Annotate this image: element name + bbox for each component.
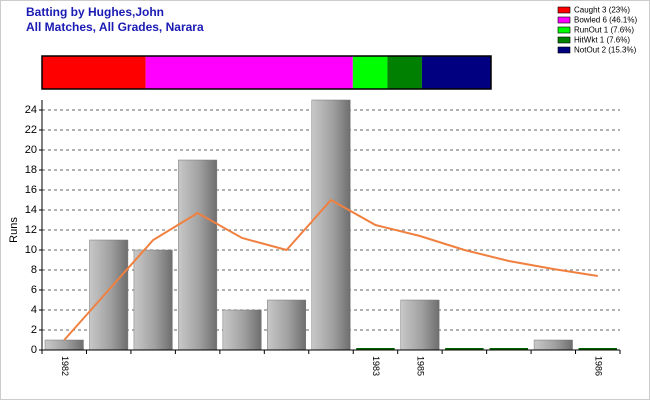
y-tick-label: 0 [31,344,37,356]
legend-label: RunOut 1 (7.6%) [574,26,634,35]
bar [44,339,84,351]
bar [222,309,262,351]
x-tick-label: 1986 [593,356,603,376]
chart-title: Batting by Hughes,John [26,5,164,19]
stack-segment [42,56,146,89]
legend-label: HitWkt 1 (7.6%) [574,36,630,45]
stack-segment [145,56,353,89]
x-tick-label: 1982 [60,356,70,376]
legend-swatch [557,46,571,54]
legend-swatch [557,36,571,44]
legend-label: Bowled 6 (46.1%) [574,16,637,25]
legend-swatch [557,16,571,24]
y-tick-label: 24 [25,104,37,116]
legend-label: NotOut 2 (15.3%) [574,46,637,55]
stack-segment [421,56,491,89]
y-tick-label: 20 [25,144,37,156]
y-tick-label: 14 [25,204,37,216]
bar [89,239,129,351]
bar [533,339,573,351]
y-tick-label: 10 [25,244,37,256]
y-tick-label: 8 [31,264,37,276]
bar [400,299,440,351]
bar [311,99,351,351]
bar [178,159,218,351]
y-tick-label: 18 [25,164,37,176]
y-tick-label: 4 [31,304,37,316]
y-tick-label: 2 [31,324,37,336]
legend-swatch [557,26,571,34]
bar [578,348,617,350]
bar [445,348,484,350]
y-axis-label: Runs [8,217,20,243]
stack-outline [41,55,492,90]
chart-subtitle: All Matches, All Grades, Narara [26,20,204,34]
stack-segment [352,56,388,89]
y-tick-label: 6 [31,284,37,296]
stack-segment [387,56,422,89]
average-line [63,198,598,341]
legend-label: Caught 3 (23%) [574,6,630,15]
bar [356,348,395,350]
bar [267,299,307,351]
x-tick-label: 1985 [416,356,426,376]
x-tick-label: 1983 [371,356,381,376]
bar [133,249,173,351]
y-tick-label: 12 [25,224,37,236]
bar [489,348,529,350]
y-tick-label: 22 [25,124,37,136]
y-tick-label: 16 [25,184,37,196]
legend-swatch [557,6,571,14]
